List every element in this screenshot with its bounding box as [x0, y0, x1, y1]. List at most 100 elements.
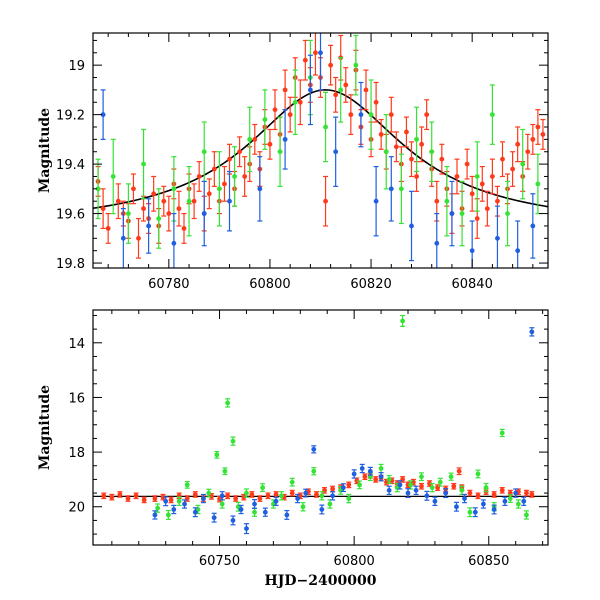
top-series-0-point	[454, 158, 460, 195]
bottom-series-1-point	[184, 481, 190, 489]
top-series-1-point	[247, 106, 253, 173]
data-point	[480, 501, 486, 507]
top-series-0-point	[403, 116, 409, 148]
top-series-2-point	[227, 170, 232, 232]
bottom-series-2-point	[211, 512, 217, 523]
data-point	[244, 526, 249, 532]
bottom-series-0-point	[117, 491, 123, 498]
bottom-series-2-point	[182, 499, 188, 509]
data-point	[444, 198, 450, 204]
top-series-2-point	[100, 89, 106, 140]
data-point	[489, 112, 495, 118]
top-series-0-point	[100, 188, 106, 230]
data-point	[408, 482, 414, 488]
data-point	[319, 493, 325, 499]
data-point	[297, 99, 303, 105]
bottom-series-2-point	[513, 488, 519, 498]
bottom-series-1-point	[155, 503, 161, 513]
data-point	[252, 501, 257, 507]
data-point	[378, 474, 384, 480]
bottom-series-0-point	[133, 492, 139, 500]
bottom-series-2-point	[367, 466, 373, 476]
data-point	[141, 161, 146, 167]
data-point	[467, 490, 473, 496]
data-point	[400, 318, 406, 324]
data-point	[214, 452, 220, 458]
data-point	[373, 99, 379, 105]
top-series-0-point	[221, 165, 227, 202]
bottom-series-1-point	[467, 507, 473, 518]
data-point	[171, 240, 177, 246]
bottom-series-0-point	[257, 495, 263, 502]
data-point	[295, 496, 301, 501]
data-point	[206, 191, 212, 197]
data-point	[467, 509, 473, 515]
data-point	[515, 248, 521, 254]
top-series-2-point	[201, 180, 207, 247]
bottom-series-1-point	[378, 463, 384, 474]
bottom-series-2-point	[311, 445, 317, 454]
bottom-series-1-point	[260, 483, 266, 493]
data-point	[287, 112, 293, 118]
bottom-series-0-point	[529, 491, 535, 498]
top-y-tick-label: 19	[68, 59, 85, 74]
bottom-series-1-point	[437, 477, 443, 487]
bottom-series-2-point	[243, 523, 249, 535]
top-frame	[92, 32, 549, 269]
data-point	[273, 498, 279, 504]
data-point	[419, 141, 425, 147]
top-series-0-point	[489, 158, 495, 195]
bottom-series-0-point	[523, 489, 529, 497]
data-point	[515, 141, 521, 147]
top-series-1	[95, 34, 541, 249]
data-point	[141, 497, 147, 503]
bottom-series-2-point	[443, 488, 449, 499]
data-point	[171, 186, 177, 192]
bottom-x-tick-label: 60750	[199, 554, 240, 569]
bottom-series-1-point	[176, 496, 182, 506]
top-y-tick-label: 19.4	[56, 158, 85, 173]
data-point	[230, 518, 236, 523]
top-series-0-point	[196, 161, 202, 192]
data-point	[257, 186, 263, 192]
data-point	[211, 166, 217, 172]
bottom-series-0-point	[467, 489, 473, 497]
data-point	[449, 211, 455, 216]
data-point	[192, 509, 198, 515]
bottom-series-2-point	[200, 493, 206, 504]
data-point	[101, 493, 107, 499]
bottom-series-1-point	[400, 314, 406, 327]
top-series-2-point	[409, 190, 414, 262]
top-y-ticks: 19 19.2 19.4 19.6 19.8	[56, 39, 548, 272]
top-series-0-point	[297, 79, 303, 126]
data-point	[491, 507, 497, 512]
data-point	[289, 479, 295, 485]
bottom-series-0-point	[192, 491, 198, 498]
bottom-series-1-point	[483, 482, 489, 493]
data-point	[474, 216, 480, 221]
bottom-series-0-point	[249, 491, 255, 498]
bottom-series-0-point	[435, 484, 441, 491]
top-series-2-point	[434, 212, 440, 268]
data-point	[378, 132, 384, 137]
bottom-series-2-point	[462, 493, 468, 504]
top-series-1-point	[277, 116, 283, 187]
top-series-2-point	[358, 81, 364, 148]
bottom-y-axis-label: Magnitude	[37, 385, 53, 470]
bottom-series-1-point	[346, 493, 352, 504]
top-series-0-point	[181, 212, 187, 244]
bottom-series-1-point	[222, 467, 228, 476]
bottom-series-0-point	[152, 495, 158, 502]
data-point	[219, 501, 225, 507]
top-series-0-point	[206, 178, 212, 210]
data-point	[273, 492, 279, 497]
data-point	[437, 479, 443, 485]
data-point	[505, 211, 510, 216]
bottom-series-2-point	[405, 488, 411, 499]
bottom-series-2-point	[521, 496, 527, 506]
bottom-series-0-point	[313, 491, 319, 498]
data-point	[233, 496, 239, 501]
data-point	[319, 507, 325, 512]
data-point	[489, 174, 495, 179]
bottom-series-2-point	[351, 469, 357, 479]
